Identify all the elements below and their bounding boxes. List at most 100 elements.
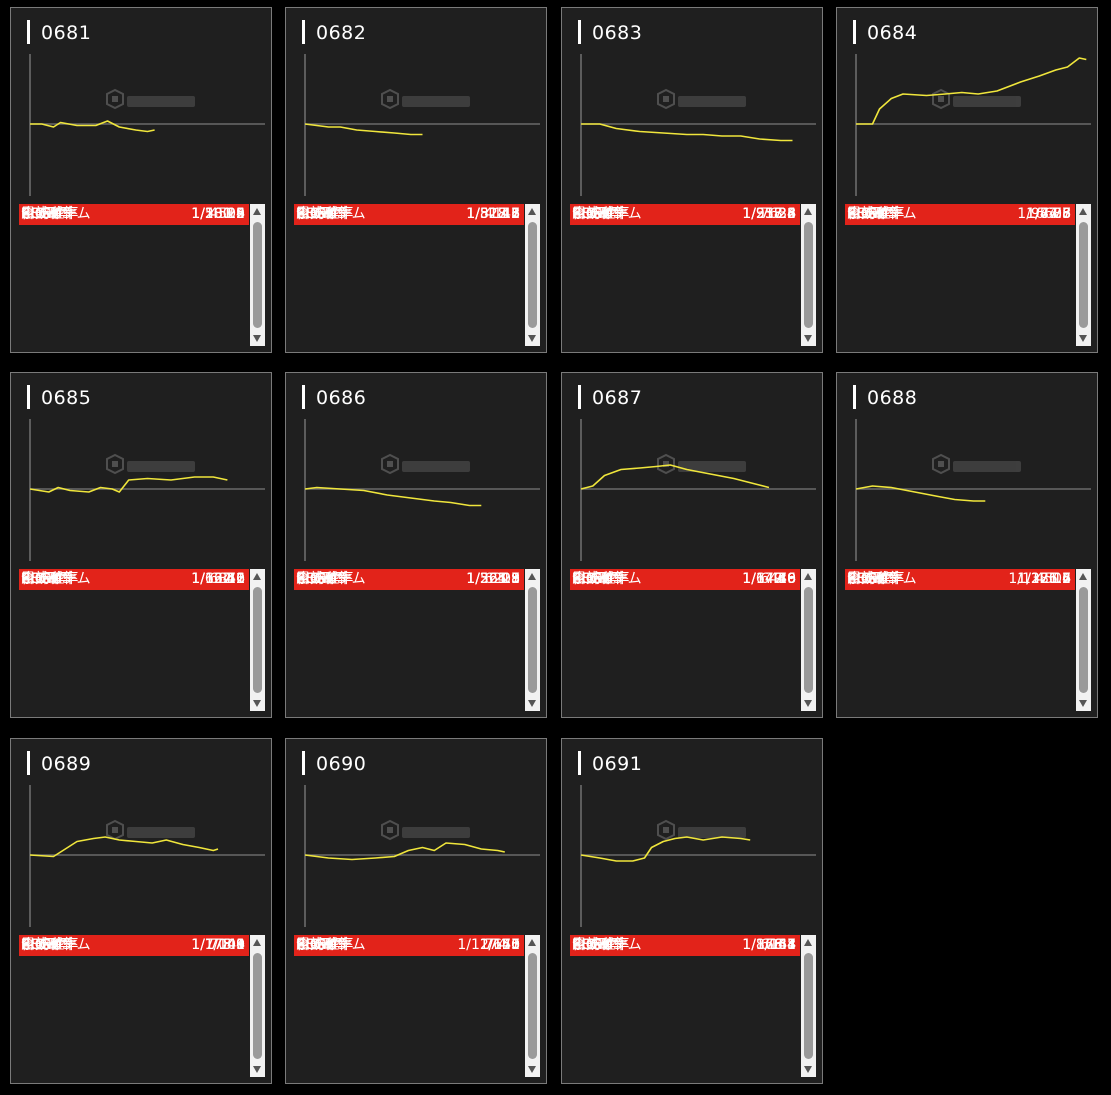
scroll-thumb[interactable] (804, 587, 813, 693)
stats-scrollbar[interactable] (801, 569, 816, 711)
machine-card-0682[interactable]: 0682 BONUS 13 BIG 8 REG 5 (285, 7, 547, 353)
scroll-thumb[interactable] (804, 953, 813, 1059)
scroll-down-arrow-icon[interactable] (253, 700, 261, 707)
scroll-up-arrow-icon[interactable] (253, 939, 261, 946)
scroll-up-arrow-icon[interactable] (528, 573, 536, 580)
reg-row: REG 11 (294, 569, 524, 590)
stats-scrollbar[interactable] (801, 204, 816, 346)
machine-card-0681[interactable]: 0681 BONUS 25 BIG 16 REG 9 (10, 7, 272, 353)
big-value: 8 (511, 206, 520, 222)
total-games-row: 累計ゲーム 7647 (294, 935, 524, 956)
bonus-value: 85 (1053, 206, 1071, 222)
watermark-logo (381, 88, 470, 110)
machine-card-0686[interactable]: 0686 BONUS 28 BIG 17 REG 11 (285, 372, 547, 718)
stats-scrollbar[interactable] (250, 204, 265, 346)
machine-card-0690[interactable]: 0690 BONUS 51 BIG 45 REG 6 (285, 738, 547, 1084)
scroll-thumb[interactable] (528, 953, 537, 1059)
reg-rate-value: 1/866.3 (742, 937, 796, 953)
big-rate-label: BIG確率 (296, 571, 349, 587)
big-rate-row: BIG確率 1/317.8 (570, 204, 800, 225)
scroll-down-arrow-icon[interactable] (1079, 700, 1087, 707)
bonus-row: BONUS 32 (570, 204, 800, 225)
combined-rate-label: 合成確率 (847, 206, 903, 222)
stats-scrollbar[interactable] (250, 935, 265, 1077)
scroll-down-arrow-icon[interactable] (528, 335, 536, 342)
reg-label: REG (21, 937, 51, 953)
machine-number: 0681 (41, 22, 92, 44)
scroll-thumb[interactable] (1079, 587, 1088, 693)
scroll-thumb[interactable] (528, 587, 537, 693)
big-label: BIG (572, 937, 597, 953)
scroll-up-arrow-icon[interactable] (528, 939, 536, 946)
scroll-down-arrow-icon[interactable] (528, 700, 536, 707)
total-games-row: 累計ゲーム 4506 (845, 569, 1075, 590)
scroll-thumb[interactable] (253, 222, 262, 328)
machine-number: 0683 (592, 22, 643, 44)
stats-scrollbar[interactable] (525, 204, 540, 346)
scroll-thumb[interactable] (1079, 222, 1088, 328)
slump-graph (29, 54, 265, 196)
scroll-down-arrow-icon[interactable] (804, 1066, 812, 1073)
scroll-thumb[interactable] (253, 953, 262, 1059)
scroll-up-arrow-icon[interactable] (1079, 208, 1087, 215)
total-games-row: 累計ゲーム 7626 (570, 204, 800, 225)
graph-line (304, 123, 423, 136)
machine-card-0691[interactable]: 0691 BONUS 41 BIG 34 REG 7 (561, 738, 823, 1084)
stats-scrollbar[interactable] (1076, 569, 1091, 711)
combined-rate-label: 合成確率 (296, 937, 352, 953)
big-rate-value: 1/281.5 (191, 206, 245, 222)
scroll-thumb[interactable] (253, 587, 262, 693)
big-rate-value: 1/179.9 (742, 571, 796, 587)
bonus-value: 13 (502, 206, 520, 222)
machine-card-0689[interactable]: 0689 BONUS 49 BIG 40 REG 9 (10, 738, 272, 1084)
bonus-row: BONUS 41 (570, 935, 800, 956)
machine-card-0687[interactable]: 0687 BONUS 46 BIG 36 REG 10 (561, 372, 823, 718)
title-accent-bar (853, 385, 856, 409)
reg-label: REG (847, 571, 877, 587)
scroll-thumb[interactable] (804, 222, 813, 328)
scroll-down-arrow-icon[interactable] (253, 1066, 261, 1073)
scroll-up-arrow-icon[interactable] (804, 208, 812, 215)
big-row: BIG 40 (19, 935, 249, 956)
combined-rate-label: 合成確率 (296, 571, 352, 587)
combined-rate-row: 合成確率 1/132.2 (19, 569, 249, 590)
machine-number: 0689 (41, 753, 92, 775)
bonus-value: 52 (227, 571, 245, 587)
scroll-down-arrow-icon[interactable] (804, 700, 812, 707)
machine-card-0683[interactable]: 0683 BONUS 32 BIG 24 REG 8 (561, 7, 823, 353)
combined-rate-label: 合成確率 (21, 571, 77, 587)
combined-rate-row: 合成確率 1/318.6 (294, 204, 524, 225)
watermark-logo (106, 453, 195, 475)
scroll-thumb[interactable] (528, 222, 537, 328)
watermark-logo (932, 453, 1021, 475)
scroll-down-arrow-icon[interactable] (253, 335, 261, 342)
stats-scrollbar[interactable] (801, 935, 816, 1077)
reg-value: 11 (502, 571, 520, 587)
stats-scrollbar[interactable] (525, 935, 540, 1077)
scroll-up-arrow-icon[interactable] (804, 573, 812, 580)
scroll-down-arrow-icon[interactable] (528, 1066, 536, 1073)
machine-card-0688[interactable]: 0688 BONUS 16 BIG 12 REG 4 (836, 372, 1098, 718)
scroll-up-arrow-icon[interactable] (253, 573, 261, 580)
machine-card-0685[interactable]: 0685 BONUS 52 BIG 41 REG 11 (10, 372, 272, 718)
scroll-up-arrow-icon[interactable] (253, 208, 261, 215)
combined-rate-row: 合成確率 1/238.4 (570, 204, 800, 225)
stats-table: BONUS 28 BIG 17 REG 11 BIG確率 1/365.3 REG… (294, 569, 540, 711)
reg-rate-value: 1/828.2 (466, 206, 520, 222)
reg-value: 11 (227, 571, 245, 587)
scroll-up-arrow-icon[interactable] (804, 939, 812, 946)
scroll-up-arrow-icon[interactable] (1079, 573, 1087, 580)
graph-line (856, 57, 1087, 125)
reg-rate-value: 1/778.3 (191, 937, 245, 953)
stats-scrollbar[interactable] (1076, 204, 1091, 346)
stats-scrollbar[interactable] (525, 569, 540, 711)
slump-graph (580, 785, 816, 927)
slump-graph (29, 785, 265, 927)
stats-scrollbar[interactable] (250, 569, 265, 711)
scroll-down-arrow-icon[interactable] (1079, 335, 1087, 342)
stats-table: BONUS 46 BIG 36 REG 10 BIG確率 1/179.9 REG… (570, 569, 816, 711)
scroll-down-arrow-icon[interactable] (804, 335, 812, 342)
graph-line (304, 842, 505, 861)
machine-card-0684[interactable]: 0684 BONUS 85 BIG 78 REG 7 (836, 7, 1098, 353)
scroll-up-arrow-icon[interactable] (528, 208, 536, 215)
